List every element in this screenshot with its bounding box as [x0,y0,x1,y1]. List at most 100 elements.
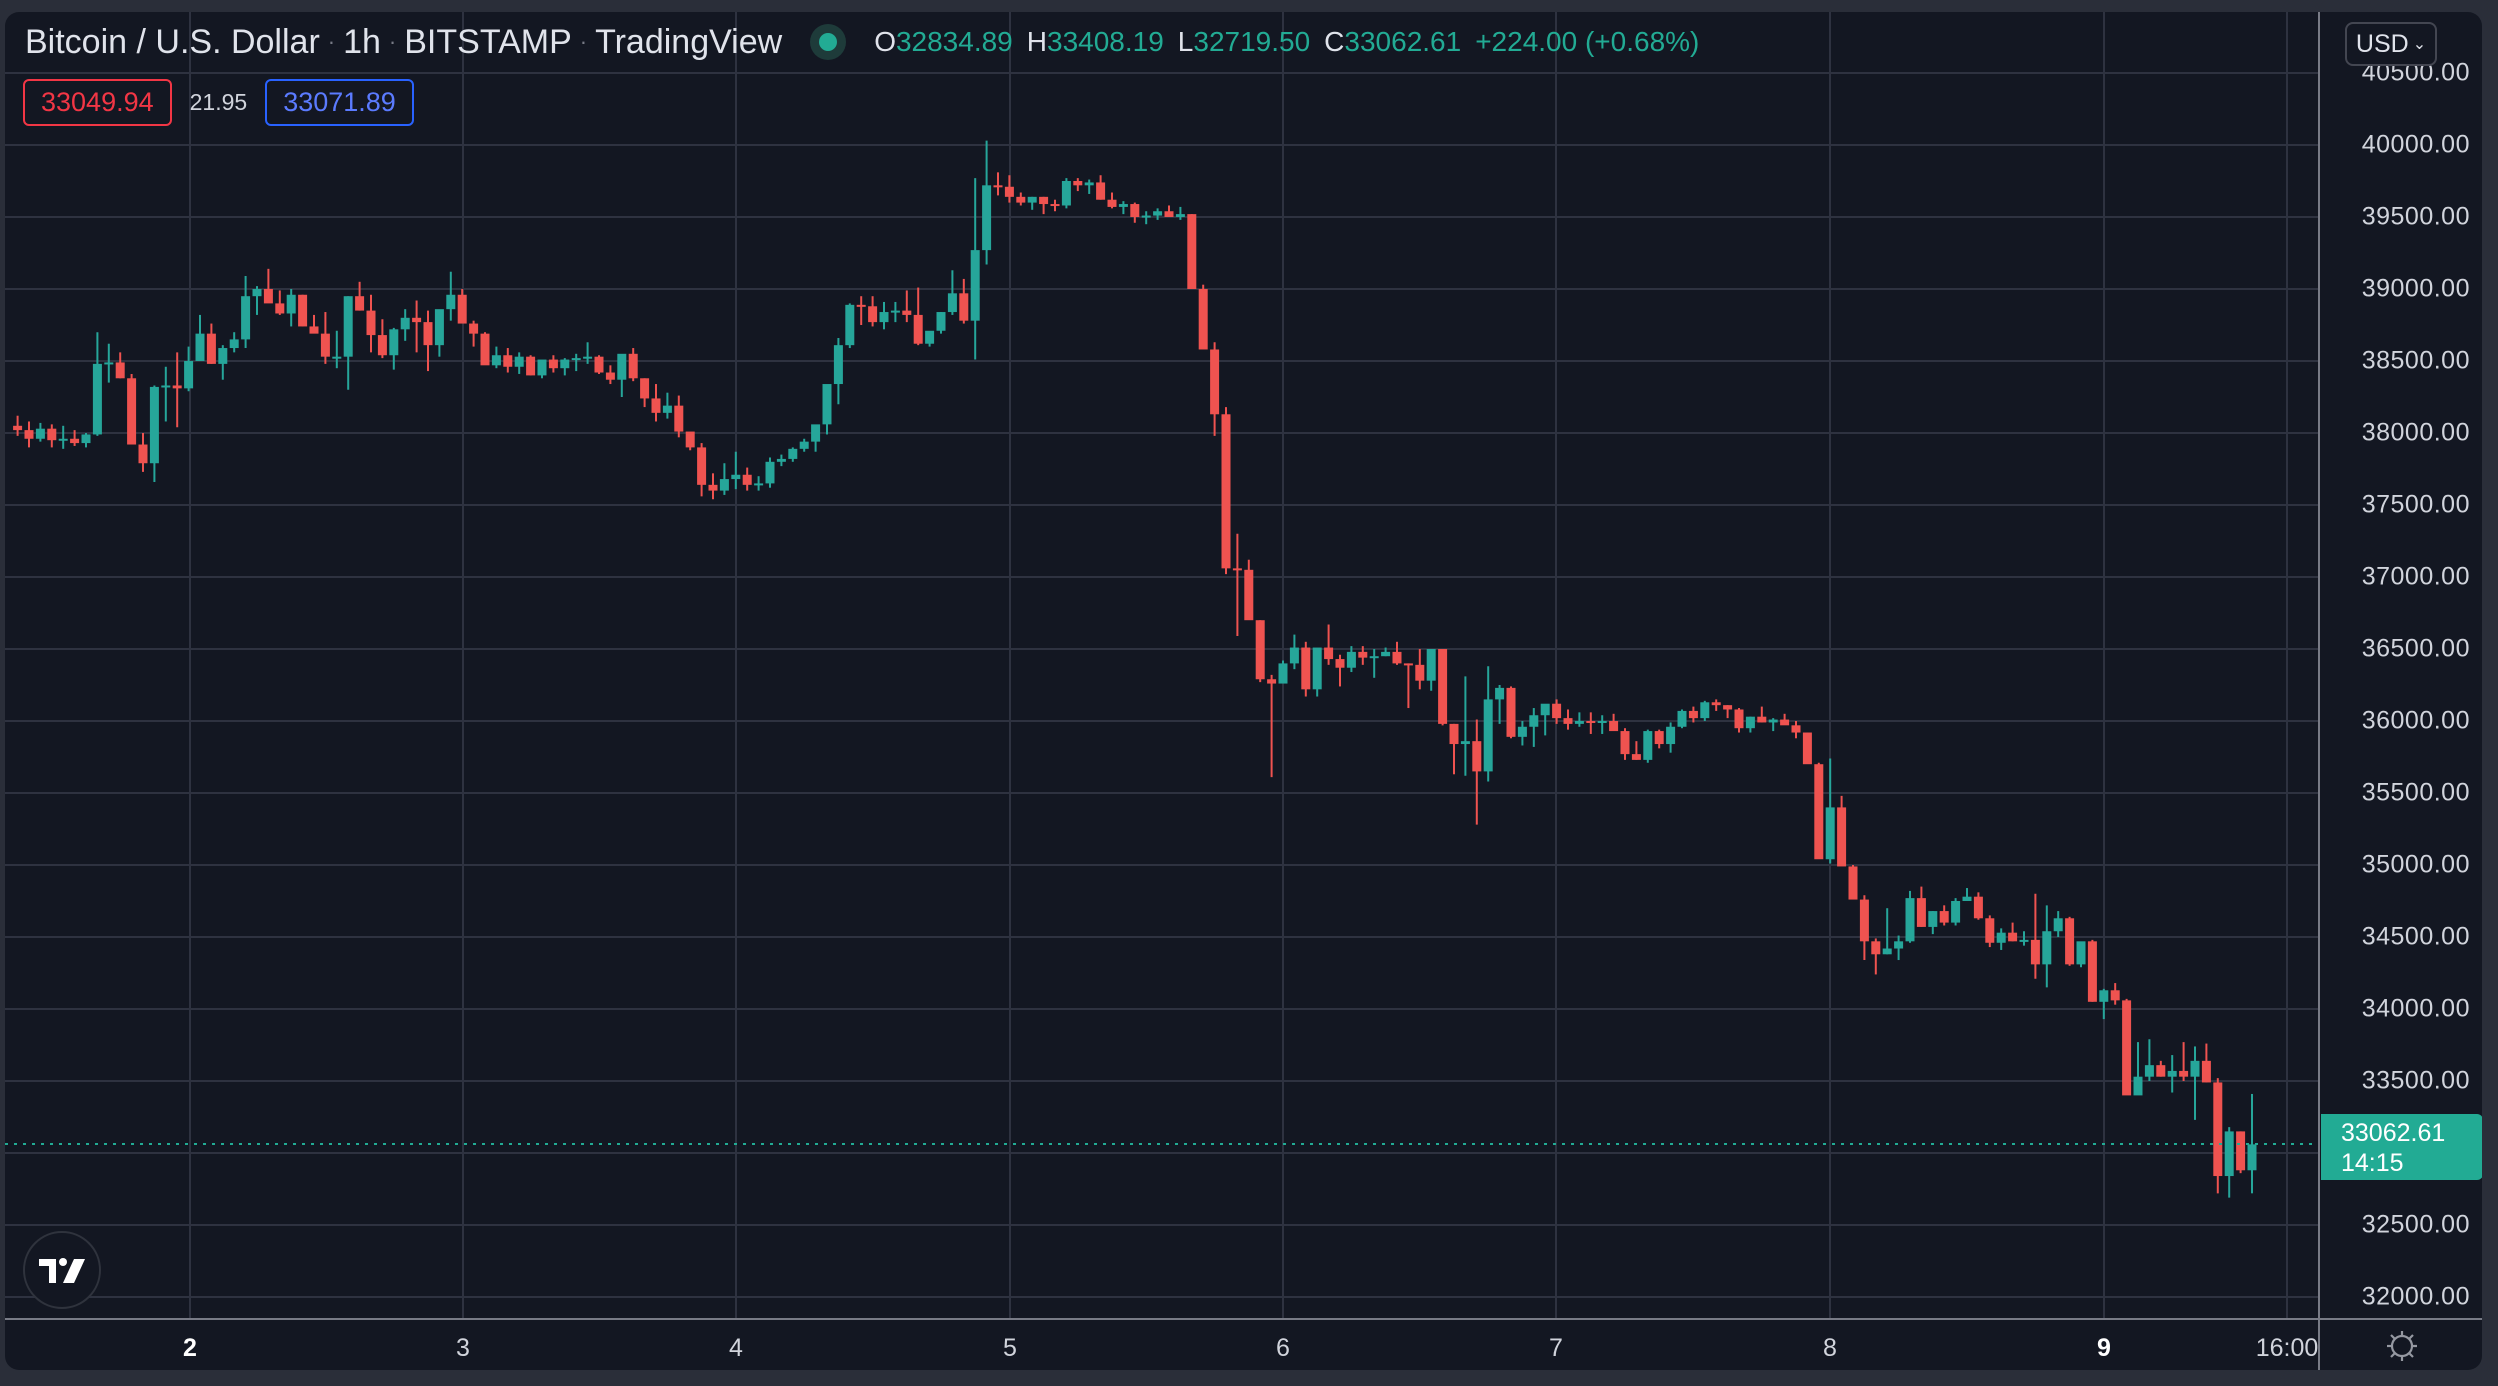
time-tick-label: 5 [1003,1334,1017,1362]
candle [526,355,536,376]
candle [640,378,650,408]
candle [1677,709,1687,729]
interval-label[interactable]: 1h [343,22,381,61]
candle [1506,686,1516,739]
candle [412,300,422,353]
settings-cell [2318,1318,2482,1370]
candle [571,353,581,372]
candle [1654,729,1664,749]
sell-button[interactable]: 33049.94 [23,79,172,126]
candle [263,268,273,304]
price-axis[interactable]: 40500.00 40000.00 39500.00 39000.00 38500.00… [2318,12,2482,1318]
time-tick-label: 3 [456,1334,470,1362]
candle [1016,192,1026,206]
candle [1939,905,1949,926]
candle [890,301,900,323]
candle [184,346,194,392]
candle [1643,729,1653,763]
candle [947,270,957,315]
candle [13,415,23,436]
candle [229,332,239,353]
candle [2213,1078,2223,1194]
candle [1928,911,1938,935]
candle [2053,911,2063,937]
currency-select[interactable]: USD ⌄ [2345,22,2437,66]
candle [423,310,433,372]
candle [1324,624,1334,665]
candle [2179,1042,2189,1081]
candle [811,424,821,452]
candle [2201,1043,2211,1083]
candle [1723,705,1733,719]
candle [1688,706,1698,723]
candle [1073,178,1083,192]
candle [218,345,228,380]
candle [1882,908,1892,955]
candle [925,330,935,347]
candle [1449,723,1459,775]
candle [115,352,125,379]
candle [355,281,365,311]
candle [2030,893,2040,979]
candle [1118,201,1128,215]
candle [2224,1127,2234,1198]
candle [81,433,91,448]
price-tick-label: 35500.00 [2361,778,2470,807]
candle [1859,895,1869,961]
candle [1802,732,1812,765]
candle [457,289,467,324]
candle [469,320,479,347]
candle [1631,741,1641,760]
price-tick-label: 35000.00 [2361,850,2470,879]
time-axis[interactable]: 2 3 4 5 6 7 8 9 16:00 [5,1318,2318,1370]
candle [1495,685,1505,724]
candle [1267,674,1277,778]
last-price-label: 33062.61 14:15 [2321,1113,2482,1180]
candle [286,289,296,327]
symbol-name[interactable]: Bitcoin / U.S. Dollar [25,22,320,61]
candle [1871,938,1881,975]
candle [1198,284,1208,350]
candle [1130,202,1140,223]
last-price-value: 33062.61 [2341,1118,2446,1147]
candle [1039,196,1049,215]
candle [1175,206,1185,220]
candle [1255,620,1265,683]
gear-icon[interactable] [2320,1320,2482,1370]
candle [275,290,285,315]
candle [1096,175,1106,200]
candle [822,384,832,435]
candle [2008,922,2018,942]
chevron-down-icon: ⌄ [2412,36,2427,53]
candle [491,346,501,369]
candle [1210,342,1220,436]
candle [697,443,707,497]
candle [514,352,524,374]
candle [1905,890,1915,943]
candle [104,343,114,383]
candle [127,373,137,445]
price-tick-label: 40000.00 [2361,130,2470,159]
candle [868,296,878,327]
buy-button[interactable]: 33071.89 [265,79,414,126]
candle [833,337,843,405]
candle [537,359,547,379]
change-value: +224.00 (+0.68%) [1475,26,1700,57]
candle [913,287,923,346]
candle [138,433,148,472]
chart-plot-area[interactable] [5,12,2318,1318]
candle [2076,941,2086,968]
candle [560,358,570,376]
price-tick-label: 34000.00 [2361,994,2470,1023]
chart-panel: Bitcoin / U.S. Dollar · 1h · BITSTAMP · … [5,12,2482,1370]
candle [241,276,251,349]
candle [1027,196,1037,210]
candlestick-chart[interactable] [5,12,2318,1318]
candle [1244,559,1254,621]
candle [1711,699,1721,711]
tradingview-logo-icon[interactable] [23,1231,101,1309]
candle [2099,988,2109,1020]
candle [1061,178,1071,209]
candle [1084,179,1094,194]
candle [1620,728,1630,760]
